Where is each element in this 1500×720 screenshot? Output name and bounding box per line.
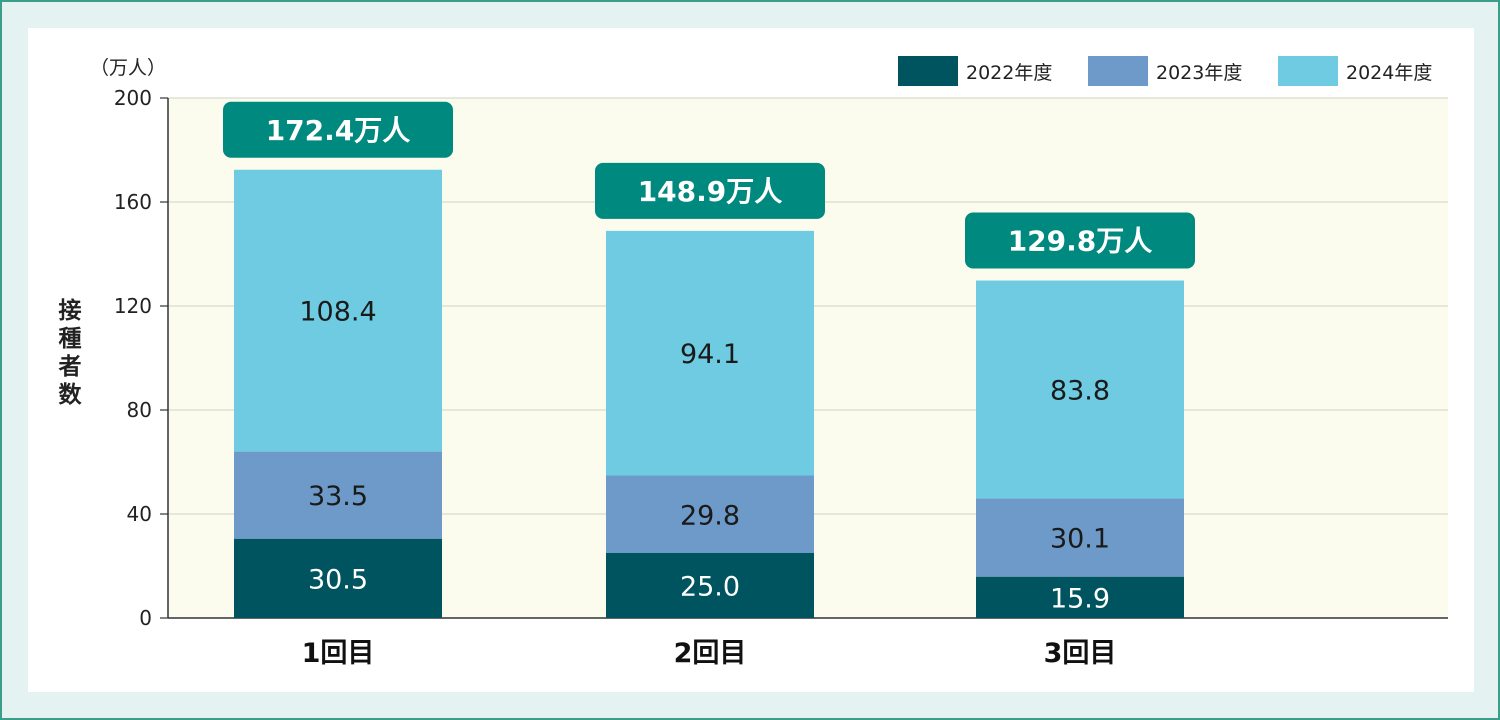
- y-tick-label: 80: [127, 398, 152, 422]
- bar-segment: [976, 498, 1184, 577]
- legend-swatch: [1278, 56, 1338, 86]
- total-badge-label: 129.8万人: [1008, 225, 1153, 258]
- bar-segment: [976, 280, 1184, 499]
- total-badge: [965, 212, 1195, 269]
- bar-segment: [606, 475, 814, 553]
- y-axis-title-char: 者: [58, 354, 82, 380]
- bar-segment: [606, 553, 814, 618]
- bar-value-label: 108.4: [299, 297, 376, 328]
- x-category-label: 1回目: [302, 638, 375, 669]
- bar-segment: [976, 576, 1184, 618]
- bar-value-label: 25.0: [680, 572, 740, 603]
- y-axis-title-char: 接: [59, 298, 82, 324]
- bar-segment: [234, 538, 442, 618]
- bar-value-label: 30.5: [308, 564, 368, 595]
- legend-swatch: [898, 56, 958, 86]
- bar-segment: [234, 451, 442, 539]
- bar-segment: [606, 230, 814, 476]
- y-axis-title-char: 種: [59, 326, 82, 352]
- total-badge: [223, 101, 453, 158]
- bar-value-label: 94.1: [680, 339, 740, 370]
- y-tick-label: 40: [127, 502, 152, 526]
- y-axis-title-char: 数: [59, 382, 83, 408]
- y-unit-label: （万人）: [90, 57, 166, 79]
- legend-label: 2022年度: [966, 62, 1052, 84]
- total-badge-label: 148.9万人: [638, 175, 783, 208]
- bar-segment: [234, 169, 442, 452]
- y-tick-label: 160: [114, 190, 152, 214]
- legend-label: 2024年度: [1346, 62, 1432, 84]
- x-category-label: 2回目: [674, 638, 747, 669]
- y-tick-label: 0: [139, 606, 152, 630]
- bar-value-label: 30.1: [1050, 524, 1110, 555]
- y-tick-label: 120: [114, 294, 152, 318]
- total-badge: [595, 162, 825, 219]
- x-category-label: 3回目: [1044, 638, 1117, 669]
- chart-panel: 0 40 80 120 160 200 （万人） 接種者数 30.5 33.5 108.4 172.4…: [28, 28, 1474, 692]
- y-tick-label: 200: [114, 86, 152, 110]
- bar-value-label: 29.8: [680, 500, 740, 531]
- legend-label: 2023年度: [1156, 62, 1242, 84]
- legend-swatch: [1088, 56, 1148, 86]
- total-badge-label: 172.4万人: [266, 114, 411, 147]
- bar-value-label: 33.5: [308, 481, 368, 512]
- bar-value-label: 15.9: [1050, 583, 1110, 614]
- bar-value-label: 83.8: [1050, 375, 1110, 406]
